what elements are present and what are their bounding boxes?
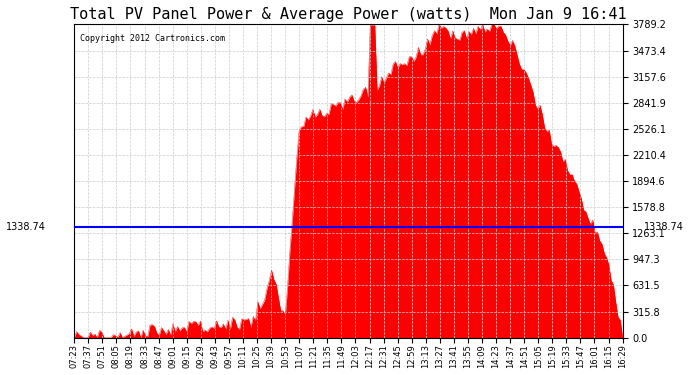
Text: 1338.74: 1338.74 [644, 222, 684, 232]
Title: Total PV Panel Power & Average Power (watts)  Mon Jan 9 16:41: Total PV Panel Power & Average Power (wa… [70, 7, 627, 22]
Text: 1338.74: 1338.74 [6, 222, 46, 232]
Text: Copyright 2012 Cartronics.com: Copyright 2012 Cartronics.com [80, 34, 225, 43]
